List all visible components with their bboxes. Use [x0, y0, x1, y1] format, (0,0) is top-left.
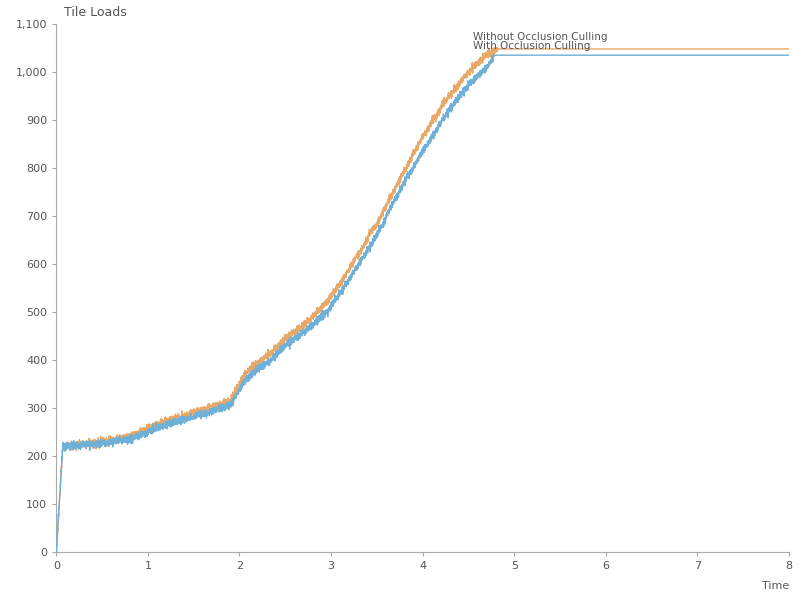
Text: Without Occlusion Culling: Without Occlusion Culling	[473, 32, 608, 43]
Text: Time: Time	[762, 581, 789, 591]
Text: With Occlusion Culling: With Occlusion Culling	[473, 41, 590, 50]
Text: Tile Loads: Tile Loads	[64, 6, 126, 19]
